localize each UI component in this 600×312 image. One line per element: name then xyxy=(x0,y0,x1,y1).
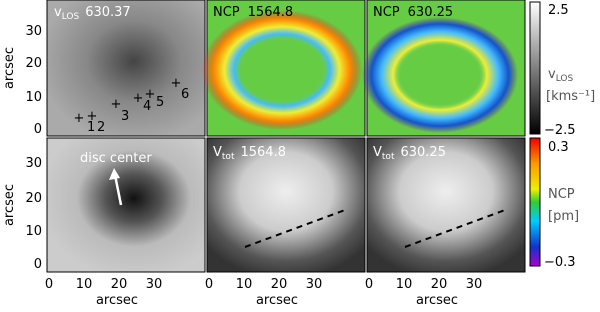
marker-label: 5 xyxy=(156,95,164,110)
x-tick-label: 10 xyxy=(396,277,413,292)
arrow-head xyxy=(109,168,120,180)
colorbar-label: NCP xyxy=(548,187,575,202)
y-tick-label: 0 xyxy=(34,257,42,272)
x-tick-label: 30 xyxy=(466,277,483,292)
colorbar-label: vLOS xyxy=(548,67,573,84)
x-tick-label: 10 xyxy=(236,277,253,292)
panel-image xyxy=(202,10,362,130)
x-tick-label: 0 xyxy=(45,277,53,292)
panel-image xyxy=(46,137,206,273)
panel-image xyxy=(366,137,526,273)
y-tick-label: 20 xyxy=(25,56,42,71)
colorbar-bottom: −2.5 xyxy=(544,123,576,138)
annotation: disc center xyxy=(80,151,152,166)
marker-label: 1 xyxy=(87,120,95,135)
y-tick-label: 30 xyxy=(25,24,42,39)
x-axis-label: arcsec xyxy=(96,293,138,308)
panel-image xyxy=(46,0,206,137)
svg-text:+: + xyxy=(145,87,156,102)
x-tick-label: 10 xyxy=(76,277,93,292)
marker-crosses: + ++ + ++ xyxy=(74,76,182,126)
panel-label: NCP 630.25 xyxy=(373,5,453,20)
marker-label: 3 xyxy=(121,109,129,124)
panel-label: NCP 1564.8 xyxy=(213,5,293,20)
x-tick-label: 30 xyxy=(146,277,163,292)
colorbar-top: 0.3 xyxy=(548,140,569,155)
x-axis-label: arcsec xyxy=(416,293,458,308)
y-tick-label: 0 xyxy=(34,122,42,137)
y-axis-label: arcsec xyxy=(2,47,17,89)
dashed-line xyxy=(244,209,346,248)
panel-image xyxy=(206,137,366,273)
x-tick-label: 30 xyxy=(306,277,323,292)
x-tick-label: 20 xyxy=(271,277,288,292)
panel-label: Vtot 630.25 xyxy=(373,145,446,162)
marker-label: 6 xyxy=(181,87,189,102)
colorbar-top: 2.5 xyxy=(548,3,569,18)
x-tick-label: 0 xyxy=(205,277,213,292)
colorbar-unit: [pm] xyxy=(548,209,579,224)
y-tick-label: 30 xyxy=(25,156,42,171)
colorbar xyxy=(529,137,541,267)
y-tick-label: 20 xyxy=(25,191,42,206)
x-ticks: 0 10 20 30 arcsec 0 10 20 30 arcsec 0 10 20 30 arcsec xyxy=(45,277,482,308)
panel-label: vLOS 630.37 xyxy=(54,5,131,22)
y-axis-label: arcsec xyxy=(2,184,17,226)
svg-text:+: + xyxy=(74,111,85,126)
y-tick-label: 10 xyxy=(25,90,42,105)
x-axis-label: arcsec xyxy=(256,293,298,308)
colorbar-unit: [kms⁻¹] xyxy=(546,89,595,104)
dashed-line xyxy=(404,209,506,248)
y-tick-label: 10 xyxy=(25,224,42,239)
svg-text:+: + xyxy=(133,91,144,106)
svg-text:+: + xyxy=(87,109,98,124)
x-tick-label: 20 xyxy=(111,277,128,292)
marker-label: 4 xyxy=(143,99,151,114)
svg-text:+: + xyxy=(111,97,122,112)
svg-text:+: + xyxy=(171,76,182,91)
colorbar xyxy=(529,1,541,135)
colorbar-bottom: −0.3 xyxy=(544,255,576,270)
panel-image xyxy=(362,17,518,133)
x-tick-label: 0 xyxy=(365,277,373,292)
x-tick-label: 20 xyxy=(431,277,448,292)
y-ticks: 0 10 20 30 0 10 20 30 xyxy=(25,24,42,272)
arrow xyxy=(113,174,123,206)
marker-label: 2 xyxy=(97,120,105,135)
panel-label: Vtot 1564.8 xyxy=(213,145,286,162)
